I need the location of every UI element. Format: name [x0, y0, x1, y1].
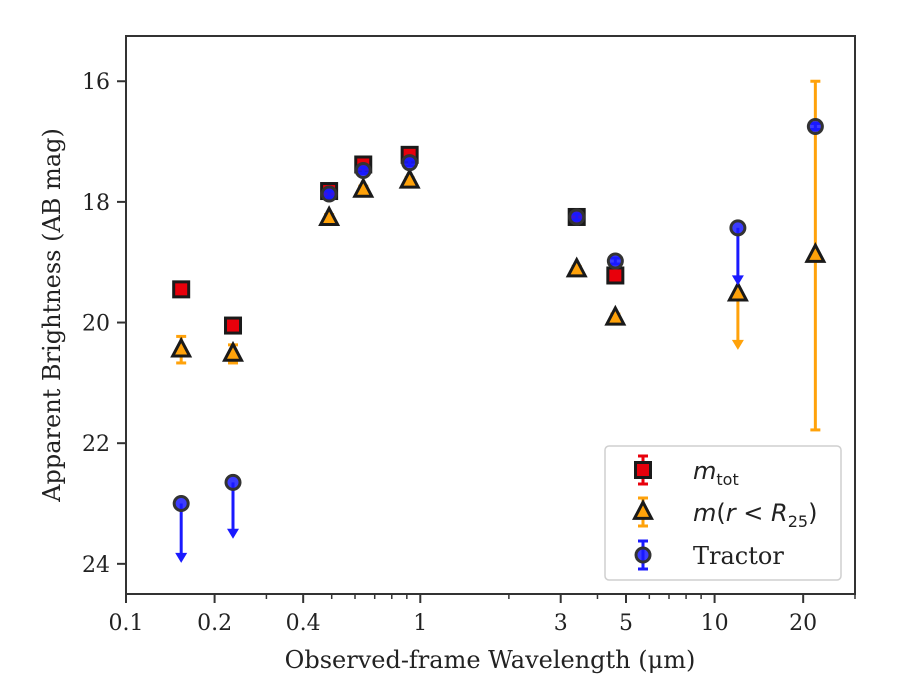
m-r25-marker [352, 176, 375, 198]
tractor-marker [172, 495, 190, 513]
x-tick-label: 3 [554, 611, 568, 636]
mtot-marker [172, 280, 191, 299]
legend-label-tractor: Tractor [693, 542, 784, 570]
x-tick-label: 1 [413, 611, 427, 636]
m-r25-marker [565, 256, 588, 278]
m-r25-upper-limit-arrow-head [731, 339, 744, 350]
mtot-marker [224, 316, 243, 335]
m-r25-marker [604, 304, 627, 326]
legend-marker-square [634, 461, 652, 479]
tractor-upper-limit-arrow-head [731, 275, 744, 286]
legend-box [604, 445, 842, 581]
y-tick-label: 24 [82, 553, 110, 578]
mtot-marker [606, 266, 625, 285]
tractor-upper-limit-arrow-head [227, 528, 240, 539]
m-r25-marker [804, 241, 827, 263]
tractor-marker [806, 117, 824, 135]
legend-marker-triangle [632, 499, 654, 520]
axes-group: 0.1 0.2 0.4 1 3 5 10 20 16 18 20 22 24 [82, 35, 856, 636]
legend-label-mtot: mtot [693, 457, 739, 489]
m-r25-marker [726, 280, 749, 302]
tractor-marker [606, 252, 624, 270]
y-tick-label: 22 [82, 432, 110, 457]
data-group [170, 79, 827, 563]
y-tick-label: 18 [82, 191, 110, 216]
tractor-marker [224, 473, 242, 491]
y-axis-label: Apparent Brightness (AB mag) [38, 128, 66, 503]
tractor-marker [401, 154, 419, 172]
tractor-marker [320, 185, 338, 203]
m-r25-marker [222, 340, 244, 362]
y-tick-label: 20 [82, 312, 110, 337]
x-tick-label: 0.4 [286, 611, 321, 636]
x-tick-label: 0.1 [109, 611, 144, 636]
y-tick-label: 16 [82, 70, 110, 95]
legend: mtot m(r < R25) Tractor [604, 445, 842, 581]
legend-label-mr25: m(r < R25) [693, 499, 817, 531]
plot-frame [125, 35, 856, 595]
m-r25-marker [318, 205, 341, 227]
legend-marker-circle [634, 546, 652, 564]
tractor-upper-limit-arrow-head [175, 552, 188, 563]
tractor-marker [729, 219, 747, 237]
tractor-marker [354, 162, 372, 180]
x-tick-label: 20 [789, 611, 817, 636]
x-axis-label: Observed-frame Wavelength (μm) [285, 646, 696, 674]
x-tick-label: 10 [701, 611, 729, 636]
m-r25-marker [398, 167, 421, 189]
m-r25-marker [170, 336, 193, 358]
x-tick-label: 0.2 [197, 611, 232, 636]
tractor-marker [568, 208, 586, 226]
x-tick-label: 5 [619, 611, 633, 636]
